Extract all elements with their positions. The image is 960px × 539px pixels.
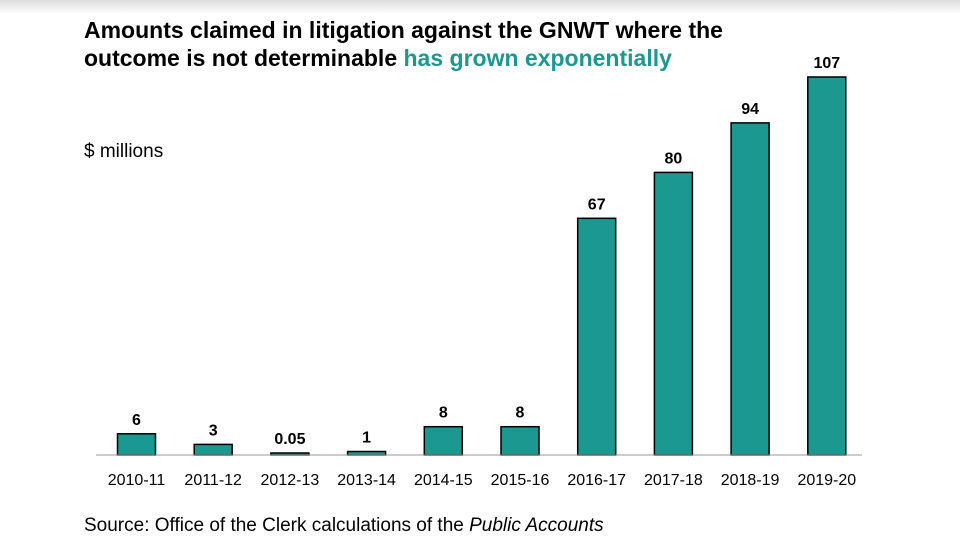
data-label-2017-18: 80 [665, 150, 683, 167]
bar-2011-12 [193, 443, 233, 456]
bar-2018-19 [730, 122, 770, 456]
data-label-2015-16: 8 [516, 405, 525, 422]
bar-2019-20 [807, 76, 847, 456]
data-labels-group: 6 3 0.05 1 8 8 67 80 94 107 [132, 55, 840, 448]
source-emphasis: Public Accounts [469, 515, 604, 536]
chart-title-main: Amounts claimed in litigation against th… [84, 17, 723, 71]
data-label-2019-20: 107 [813, 55, 840, 72]
x-tick-label-2014-15: 2014-15 [414, 472, 473, 489]
data-label-2014-15: 8 [439, 405, 448, 422]
chart-title: Amounts claimed in litigation against th… [84, 16, 724, 72]
x-tick-label-2013-14: 2013-14 [337, 472, 396, 489]
y-axis-unit-label: $ millions [84, 141, 164, 162]
top-gradient-band [0, 0, 960, 14]
bar-2014-15 [423, 425, 464, 456]
bar-2015-16 [500, 425, 540, 456]
source-text: Source: Office of the Clerk calculations… [84, 515, 470, 536]
bars-group [116, 76, 847, 456]
data-label-2018-19: 94 [741, 101, 759, 118]
x-tick-label-2018-19: 2018-19 [721, 472, 780, 489]
data-label-2013-14: 1 [362, 430, 371, 447]
data-label-2011-12: 3 [209, 422, 218, 439]
x-tick-labels-group: 2010-11 2011-12 2012-13 2013-14 2014-15 2015-… [108, 472, 857, 489]
data-label-2012-13: 0.05 [274, 431, 305, 448]
x-tick-label-2017-18: 2017-18 [644, 472, 703, 489]
data-label-2016-17: 67 [588, 196, 606, 213]
chart-title-highlight: has grown exponentially [403, 45, 672, 71]
x-tick-label-2019-20: 2019-20 [797, 472, 856, 489]
x-tick-label-2011-12: 2011-12 [184, 472, 242, 489]
bar-2010-11 [116, 433, 157, 456]
x-tick-label-2015-16: 2015-16 [491, 472, 550, 489]
x-tick-label-2010-11: 2010-11 [108, 472, 166, 489]
bar-2016-17 [576, 217, 617, 456]
x-tick-label-2012-13: 2012-13 [261, 472, 320, 489]
data-label-2010-11: 6 [132, 412, 141, 429]
source-note: Source: Office of the Clerk calculations… [84, 515, 604, 537]
bar-2017-18 [653, 171, 694, 456]
bar-2013-14 [346, 450, 387, 456]
x-tick-label-2016-17: 2016-17 [567, 472, 626, 489]
